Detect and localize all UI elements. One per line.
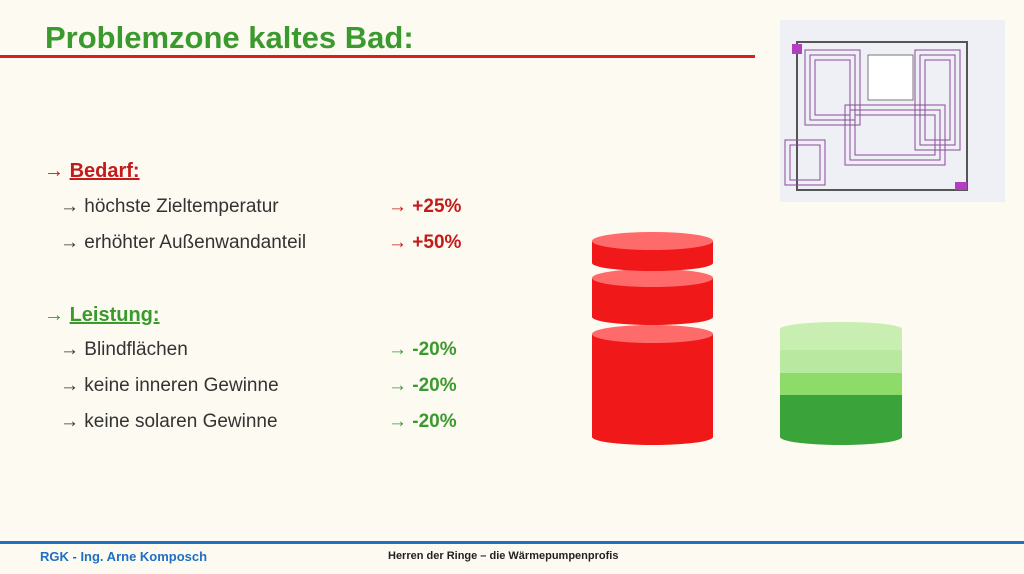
item-value: → -20%	[388, 375, 457, 396]
item-value: → +50%	[388, 232, 462, 253]
arrow: →	[44, 160, 64, 182]
red-cylinder	[592, 232, 713, 445]
item: → keine inneren Gewinne	[60, 375, 279, 396]
section-heading: → Bedarf:	[44, 160, 140, 183]
title: Problemzone kaltes Bad:	[45, 20, 414, 55]
item-value: → -20%	[388, 339, 457, 360]
item: → keine solaren Gewinne	[60, 411, 278, 432]
green-cylinder	[780, 322, 902, 445]
footer-center: Herren der Ringe – die Wärmepumpenprofis	[388, 550, 619, 562]
footer-rule	[0, 541, 1024, 544]
title-rule	[0, 55, 755, 58]
item-value: → +25%	[388, 196, 462, 217]
arrow: →	[44, 304, 64, 326]
item: → erhöhter Außenwandanteil	[60, 232, 307, 253]
item: → höchste Zieltemperatur	[60, 196, 279, 217]
section-heading: → Leistung:	[44, 304, 160, 327]
heading-label: Leistung:	[69, 304, 160, 326]
heading-label: Bedarf:	[69, 160, 140, 182]
floor-plan	[780, 20, 1005, 202]
item-value: → -20%	[388, 411, 457, 432]
item: → Blindflächen	[60, 339, 188, 360]
footer-left: RGK - Ing. Arne Komposch	[40, 549, 208, 564]
